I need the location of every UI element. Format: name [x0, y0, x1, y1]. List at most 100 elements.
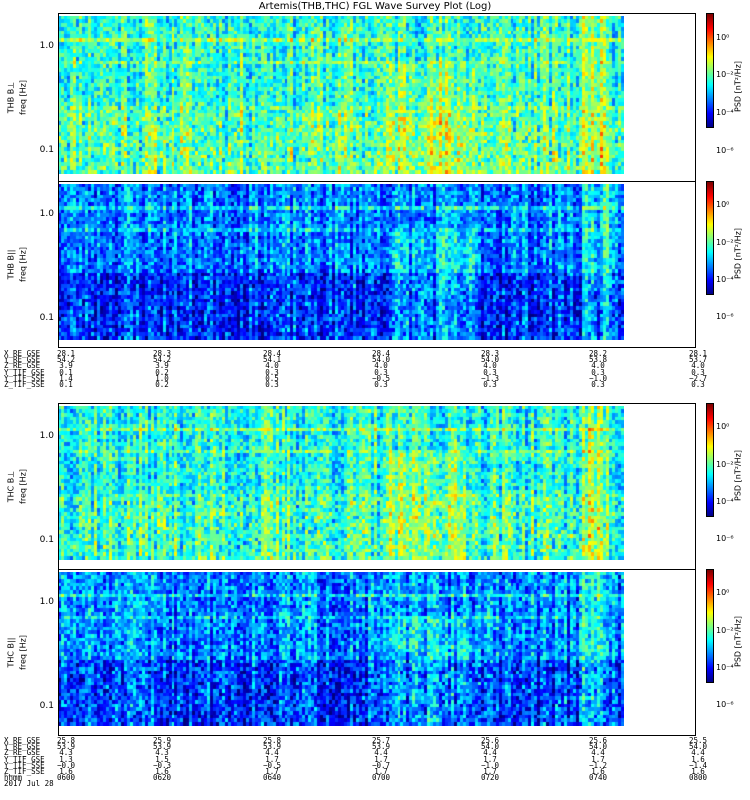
ephemeris-value: 54.0: [371, 355, 391, 365]
ephemeris-value: 4.0: [591, 361, 605, 371]
ephemeris-label: Y_RE_GSE: [4, 355, 41, 365]
ephemeris-value: 4.0: [483, 361, 497, 371]
colorbar-tick-label: 10⁻⁶: [716, 534, 734, 544]
ephemeris-value: 25.5: [688, 736, 708, 745]
ephemeris-label: X_RE_GSE: [4, 349, 41, 358]
ephemeris-value: 0.3: [483, 367, 497, 377]
ephemeris-value: 1.6: [691, 754, 705, 764]
ephemeris-value: 0.5: [265, 373, 279, 383]
y-tick-label: 1.0: [39, 41, 54, 51]
ephemeris-column: 25.6 54.0 4.4 1.7 −1.2 1.6 0740: [578, 736, 618, 782]
colorbar-tick-label: 10⁻²: [716, 237, 734, 247]
ephemeris-label: Y_TIF_GSE: [4, 754, 45, 764]
ephemeris-value: 25.7: [371, 736, 391, 745]
panel-probe-label: THC B⊥: [6, 470, 16, 502]
ephemeris-value: 4.0: [265, 361, 279, 371]
ephemeris-value: −0.3: [152, 760, 172, 770]
ephemeris-column: 25.8 53.9 4.4 1.7 −0.5 1.7 0640: [252, 736, 292, 782]
ephemeris-value: −0.5: [262, 760, 282, 770]
colorbar-tick-label: 10⁰: [716, 588, 730, 598]
ephemeris-label: Z_TIF_SSE: [4, 380, 45, 390]
ephemeris-value: 0.1: [59, 367, 73, 377]
colorbar-label: PSD [nT²/Hz]: [733, 227, 743, 279]
colorbar-tick-label: 10⁻⁴: [716, 496, 734, 506]
ephemeris-value: 0.3: [265, 367, 279, 377]
ephemeris-label: X_RE_GSE: [4, 736, 41, 745]
ephemeris-value: 0.3: [374, 380, 388, 390]
colorbar-tick-label: 10⁻⁶: [716, 312, 734, 322]
ephemeris-column: 25.9 53.9 4.3 1.5 −0.3 1.6 0620: [142, 737, 182, 783]
ephemeris-value: 0620: [152, 773, 172, 783]
ephemeris-value: −0.0: [56, 760, 76, 770]
panel-thb-bperp: [58, 13, 696, 182]
ephemeris-value: 28.1: [56, 349, 76, 358]
y-tick-label: 0.1: [39, 701, 54, 711]
ephemeris-value: 1.0: [155, 373, 169, 383]
panel-probe-label: THC B||: [6, 637, 16, 667]
y-axis-label: freq [Hz]: [18, 246, 28, 282]
ephemeris-value: 25.8: [262, 736, 282, 745]
colorbar-tick-label: 10⁰: [716, 422, 730, 432]
ephemeris-value: 28.1: [688, 349, 708, 358]
ephemeris-value: 3.9: [59, 361, 73, 371]
ephemeris-value: 4.4: [483, 748, 497, 758]
colorbar: [706, 403, 714, 517]
ephemeris-value: 54.0: [588, 742, 608, 752]
ephemeris-value: 1.7: [483, 767, 497, 777]
ephemeris-value: 4.4: [691, 748, 705, 758]
colorbar-tick-label: 10⁻⁶: [716, 700, 734, 710]
ephemeris-label: Z_TIF_SSE: [4, 767, 45, 777]
colorbar-tick-label: 10⁻⁴: [716, 662, 734, 672]
ephemeris-label: Z_RE_GSE: [4, 748, 41, 758]
ephemeris-value: 25.6: [480, 736, 500, 745]
panel-probe-label: THB B||: [6, 249, 16, 279]
ephemeris-column: 28.3 54.0 4.0 0.3 −1.3 0.3: [470, 350, 510, 389]
panel-thc-bperp: [58, 403, 696, 570]
ephemeris-value: 0.2: [155, 367, 169, 377]
ephemeris-label: Y_TIF_SSE: [4, 760, 45, 770]
y-tick-label: 1.0: [39, 597, 54, 607]
ephemeris-value: 1.3: [59, 754, 73, 764]
ephemeris-value: −1.2: [588, 760, 608, 770]
y-tick-label: 0.1: [39, 145, 54, 155]
ephemeris-value: 54.2: [152, 355, 172, 365]
ephemeris-value: 0800: [688, 773, 708, 783]
ephemeris-value: 0.3: [265, 380, 279, 390]
ephemeris-value: 0.2: [155, 380, 169, 390]
ephemeris-label: 2017 Jul 28: [4, 779, 54, 789]
ephemeris-value: −1.3: [480, 373, 500, 383]
ephemeris-value: 1.7: [265, 767, 279, 777]
ephemeris-value: 54.2: [56, 355, 76, 365]
ephemeris-column: 25.5 54.0 4.4 1.6 −1.4 1.6 0800: [678, 736, 718, 783]
ephemeris-value: 4.3: [155, 748, 169, 758]
ephemeris-value: −0.5: [371, 373, 391, 383]
ephemeris-value: −0.7: [371, 760, 391, 770]
ephemeris-value: 1.5: [155, 754, 169, 764]
ephemeris-label: Y_TIF_GSE: [4, 367, 45, 377]
ephemeris-value: 54.1: [262, 355, 282, 365]
ephemeris-value: 1.7: [591, 754, 605, 764]
chart-title: Artemis(THB,THC) FGL Wave Survey Plot (L…: [258, 1, 492, 12]
spectrogram-image: [59, 406, 624, 560]
ephemeris-value: 4.4: [374, 748, 388, 758]
ephemeris-value: 25.8: [56, 736, 76, 745]
y-axis-label: freq [Hz]: [18, 468, 28, 504]
ephemeris-value: 0.3: [691, 380, 705, 390]
ephemeris-value: 25.6: [588, 736, 608, 745]
spectrogram-image: [59, 572, 624, 726]
ephemeris-column: 28.1 54.2 3.9 0.1 1.4 0.1: [46, 349, 86, 389]
ephemeris-thb-labels: X_RE_GSE Y_RE_GSE Z_RE_GSE Y_TIF_GSE Y_TIF_S…: [4, 349, 45, 390]
ephemeris-value: 1.6: [155, 767, 169, 777]
ephemeris-value: 53.7: [688, 355, 708, 365]
colorbar-tick-label: 10⁰: [716, 200, 730, 210]
ephemeris-value: 4.3: [59, 748, 73, 758]
colorbar-label: PSD [nT²/Hz]: [733, 449, 743, 501]
ephemeris-value: −1.0: [588, 373, 608, 383]
ephemeris-value: −1.4: [688, 760, 708, 770]
ephemeris-value: 0.3: [374, 367, 388, 377]
ephemeris-column: 25.8 53.9 4.3 1.3 −0.0 1.6 0600: [46, 736, 86, 782]
ephemeris-value: 1.6: [691, 767, 705, 777]
ephemeris-value: 1.7: [483, 754, 497, 764]
ephemeris-value: 0720: [480, 773, 500, 783]
ephemeris-thc-labels: X_RE_GSE Y_RE_GSE Z_RE_GSE Y_TIF_GSE Y_TIF_S…: [4, 736, 54, 789]
